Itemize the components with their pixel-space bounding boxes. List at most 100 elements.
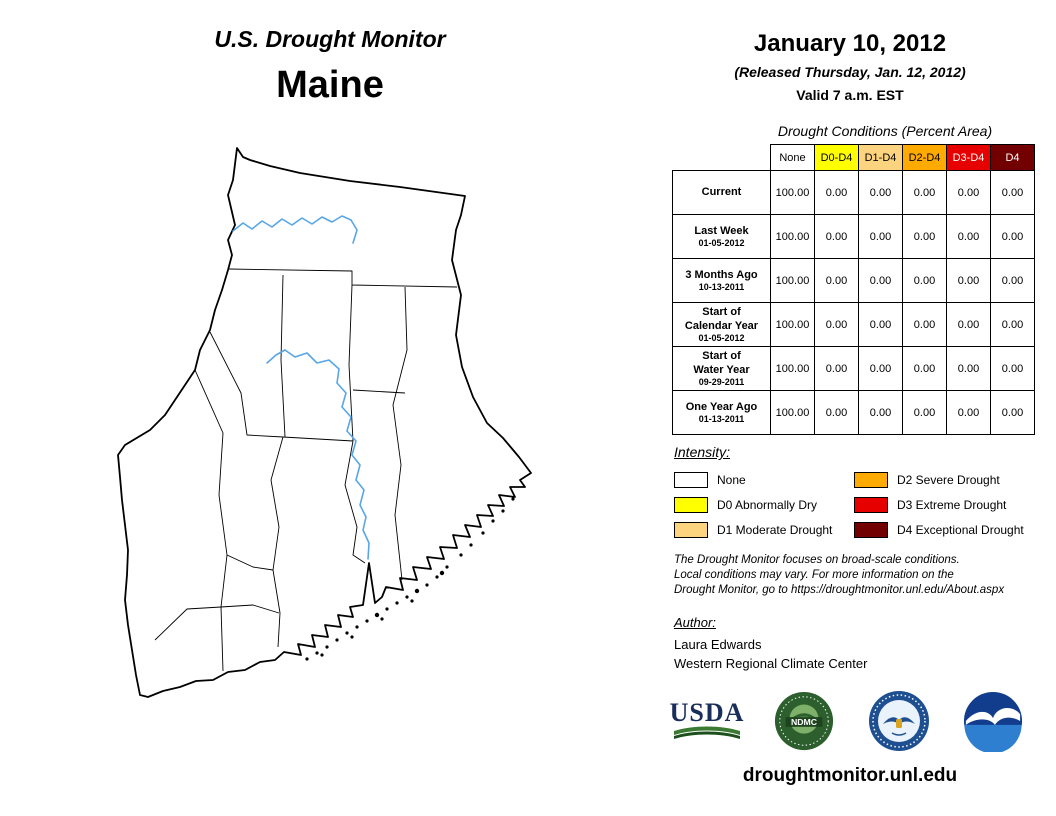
legend-item-d4: D4 Exceptional Drought [854, 521, 1030, 538]
row-label: One Year Ago 01-13-2011 [672, 390, 771, 435]
report-date: January 10, 2012 [753, 30, 947, 57]
value-cell: 0.00 [946, 214, 991, 259]
value-cell: 0.00 [990, 258, 1035, 303]
county-borders [154, 268, 458, 672]
value-cell: 0.00 [814, 170, 859, 215]
value-cell: 0.00 [946, 170, 991, 215]
legend-item-d3: D3 Extreme Drought [854, 496, 1030, 513]
state-name: Maine [276, 64, 384, 106]
legend-swatch-none [674, 471, 708, 488]
author-name: Laura Edwards [674, 637, 762, 652]
disclaimer-line: The Drought Monitor focuses on broad-sca… [674, 554, 960, 566]
valid-time: Valid 7 a.m. EST [796, 87, 904, 103]
table-row-current: Current 100.00 0.00 0.00 0.00 0.00 0.00 [672, 170, 1035, 215]
legend-label: D3 Extreme Drought [897, 497, 1007, 512]
drought-conditions-table: None D0-D4 D1-D4 D2-D4 D3-D4 D4 Current … [672, 144, 1035, 435]
state-outline [117, 147, 532, 698]
col-header-d4: D4 [990, 144, 1035, 171]
footer-url: droughtmonitor.unl.edu [742, 765, 958, 786]
value-cell: 0.00 [902, 170, 947, 215]
table-corner [673, 145, 771, 171]
legend-label: D4 Exceptional Drought [897, 522, 1024, 537]
value-cell: 0.00 [858, 390, 903, 435]
intensity-heading: Intensity: [674, 444, 731, 460]
agency-logos: USDA NDMC [669, 688, 1024, 754]
value-cell: 0.00 [814, 390, 859, 435]
value-cell: 0.00 [902, 214, 947, 259]
table-row-start-water-year: Start of Water Year 09-29-2011 100.00 0.0… [672, 346, 1035, 391]
value-cell: 0.00 [858, 170, 903, 215]
value-cell: 0.00 [990, 390, 1035, 435]
col-header-none: None [770, 144, 815, 171]
drought-table-caption: Drought Conditions (Percent Area) [777, 123, 993, 139]
legend-item-none: None [674, 471, 854, 488]
col-header-d1-d4: D1-D4 [858, 144, 903, 171]
legend-label: D2 Severe Drought [897, 472, 1000, 487]
value-cell: 0.00 [990, 302, 1035, 347]
legend-label: D1 Moderate Drought [717, 522, 833, 537]
value-cell: 0.00 [990, 346, 1035, 391]
legend-item-d1: D1 Moderate Drought [674, 521, 854, 538]
author-org: Western Regional Climate Center [674, 656, 868, 671]
usda-logo: USDA [669, 698, 745, 742]
value-cell: 0.00 [858, 302, 903, 347]
value-cell: 0.00 [902, 346, 947, 391]
legend-item-d0: D0 Abnormally Dry [674, 496, 854, 513]
release-date: (Released Thursday, Jan. 12, 2012) [734, 64, 966, 80]
value-cell: 0.00 [990, 170, 1035, 215]
legend-swatch-d4 [854, 521, 888, 538]
value-cell: 0.00 [946, 258, 991, 303]
report-title: U.S. Drought Monitor [214, 26, 446, 52]
value-cell: 0.00 [946, 390, 991, 435]
legend-label: None [717, 472, 746, 487]
disclaimer-line: Drought Monitor, go to https://droughtmo… [674, 584, 1005, 596]
ndmc-logo: NDMC [775, 691, 834, 751]
value-cell: 0.00 [946, 346, 991, 391]
legend-label: D0 Abnormally Dry [717, 497, 818, 512]
col-header-d3-d4: D3-D4 [946, 144, 991, 171]
legend-swatch-d2 [854, 471, 888, 488]
value-cell: 100.00 [770, 258, 815, 303]
commerce-seal-logo [868, 691, 929, 751]
value-cell: 100.00 [770, 170, 815, 215]
usda-swoosh-icon [674, 726, 740, 739]
value-cell: 0.00 [902, 258, 947, 303]
rivers [232, 215, 370, 560]
value-cell: 0.00 [990, 214, 1035, 259]
value-cell: 100.00 [770, 390, 815, 435]
legend-swatch-d1 [674, 521, 708, 538]
disclaimer-line: Local conditions may vary. For more info… [674, 569, 954, 581]
intensity-legend: None D0 Abnormally Dry D1 Moderate Droug… [674, 467, 1030, 542]
disclaimer-text: The Drought Monitor focuses on broad-sca… [674, 553, 1004, 598]
value-cell: 0.00 [902, 302, 947, 347]
value-cell: 0.00 [814, 302, 859, 347]
table-row-one-year-ago: One Year Ago 01-13-2011 100.00 0.00 0.00 … [672, 390, 1035, 435]
legend-swatch-d0 [674, 496, 708, 513]
coastal-islands [305, 497, 515, 661]
ndmc-text: NDMC [791, 717, 818, 727]
table-row-3-months-ago: 3 Months Ago 10-13-2011 100.00 0.00 0.00 … [672, 258, 1035, 303]
value-cell: 0.00 [814, 258, 859, 303]
col-header-d2-d4: D2-D4 [902, 144, 947, 171]
row-label: Start of Water Year 09-29-2011 [672, 346, 771, 391]
row-label: Current [672, 170, 771, 215]
value-cell: 0.00 [814, 346, 859, 391]
value-cell: 100.00 [770, 214, 815, 259]
usda-wordmark: USDA [669, 698, 745, 727]
author-heading: Author: [674, 615, 716, 630]
value-cell: 0.00 [902, 390, 947, 435]
value-cell: 0.00 [814, 214, 859, 259]
value-cell: 0.00 [858, 214, 903, 259]
legend-swatch-d3 [854, 496, 888, 513]
row-label: Start of Calendar Year 01-05-2012 [672, 302, 771, 347]
table-row-last-week: Last Week 01-05-2012 100.00 0.00 0.00 0.0… [672, 214, 1035, 259]
col-header-d0-d4: D0-D4 [814, 144, 859, 171]
noaa-logo [963, 691, 1023, 752]
value-cell: 100.00 [770, 346, 815, 391]
value-cell: 0.00 [946, 302, 991, 347]
value-cell: 0.00 [858, 258, 903, 303]
table-row-start-calendar-year: Start of Calendar Year 01-05-2012 100.00 … [672, 302, 1035, 347]
value-cell: 0.00 [858, 346, 903, 391]
row-label: Last Week 01-05-2012 [672, 214, 771, 259]
